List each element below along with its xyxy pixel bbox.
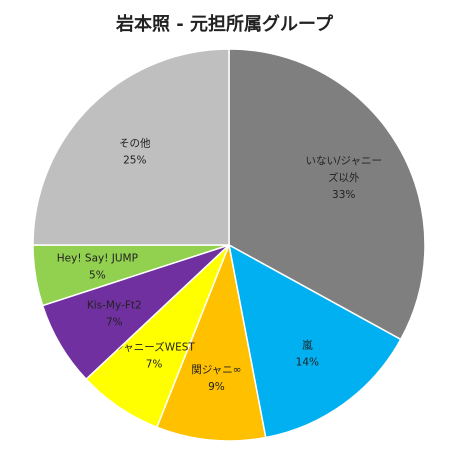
slice-label-group: Hey! Say! JUMP 5% [57,252,138,281]
pie-slice-slice-6 [32,48,230,246]
pie-slice-slice-1 [227,243,402,439]
slice-label-group: その他 25% [119,136,151,166]
slice-value-label: 25% [123,154,146,166]
slice-category-label: ジャニーズWEST [113,341,195,354]
slice-label-group: ジャニーズWEST 7% [113,341,195,371]
slice-label-group: 関ジャニ∞ 9% [191,364,241,393]
slice-value-label: 33% [332,189,355,201]
slice-value-label: 7% [106,316,123,328]
slice-value-label: 14% [296,356,319,368]
chart-title: 岩本照 - 元担所属グループ [116,14,333,35]
slice-label-group: Kis-My-Ft2 7% [87,299,142,328]
slice-label-group: 嵐 14% [296,339,319,368]
pie-slice-slice-2 [155,242,267,442]
slice-value-label: 9% [208,381,225,393]
slice-category-label: ズ以外 [328,171,360,184]
slice-category-label: Hey! Say! JUMP [57,252,138,264]
slice-category-label: 関ジャニ∞ [191,364,241,376]
slice-category-label: Kis-My-Ft2 [87,299,142,311]
slice-value-label: 7% [146,359,163,371]
slice-category-label: その他 [119,136,151,149]
slice-value-label: 5% [89,269,106,281]
slice-category-label: 嵐 [302,339,313,351]
pie-slice-slice-0 [228,48,426,341]
slice-category-label: いない/ジャニー [305,155,382,167]
